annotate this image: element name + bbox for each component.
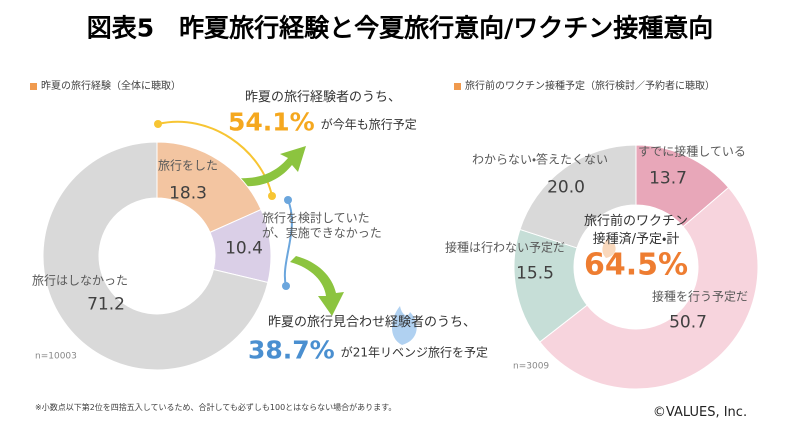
connector-dot bbox=[284, 196, 292, 204]
segment-label: 接種は行わない予定だ bbox=[444, 240, 566, 255]
segment-label: 旅行をした bbox=[157, 158, 219, 173]
arrow-icon bbox=[290, 256, 344, 316]
center-label: 旅行前のワクチン bbox=[583, 213, 689, 229]
segment-label: 接種を行う予定だ bbox=[651, 289, 749, 304]
annotation-text: 昨夏の旅行見合わせ経験者のうち、 bbox=[268, 314, 477, 330]
donut-segment bbox=[519, 144, 637, 249]
value-label: 71.2 bbox=[87, 294, 125, 315]
value-label: 18.3 bbox=[169, 183, 207, 204]
connector-dot bbox=[154, 120, 162, 128]
sample-size: n=10003 bbox=[35, 351, 77, 362]
bullet bbox=[454, 83, 461, 90]
chart-subtitle: 旅行前のワクチン接種予定（旅行検討／予約者に聴取） bbox=[465, 80, 715, 92]
value-label: 50.7 bbox=[669, 312, 707, 333]
annotation-text: が21年リベンジ旅行を予定 bbox=[340, 345, 489, 360]
page-title: 図表5 昨夏旅行経験と今夏旅行意向/ワクチン接種意向 bbox=[86, 13, 714, 43]
segment-label: 旅行はしなかった bbox=[31, 273, 129, 288]
segment-label: わからない・答えたくない bbox=[471, 152, 609, 167]
footnote: ※小数点以下第2位を四捨五入しているため、合計しても必ずしも100とはならない場… bbox=[35, 403, 397, 412]
bullet bbox=[30, 83, 37, 90]
arrow-icon bbox=[236, 146, 306, 187]
segment-label: 旅行を検討していたが、実施できなかった bbox=[262, 211, 382, 240]
chart-subtitle: 昨夏の旅行経験（全体に聴取） bbox=[41, 80, 181, 92]
value-label: 20.0 bbox=[547, 177, 585, 198]
annotation-text: 昨夏の旅行経験者のうち、 bbox=[245, 89, 402, 105]
sample-size: n=3009 bbox=[513, 361, 550, 372]
segment-label: すでに接種している bbox=[638, 144, 746, 159]
value-label: 13.7 bbox=[649, 168, 687, 189]
connector-dot bbox=[268, 192, 276, 200]
value-label: 15.5 bbox=[516, 263, 554, 284]
flame-icon bbox=[392, 306, 417, 345]
value-label: 10.4 bbox=[225, 238, 263, 259]
donut-segment bbox=[539, 186, 759, 390]
annotation-value: 54.1% bbox=[228, 107, 315, 137]
annotation-value: 38.7% bbox=[248, 335, 335, 365]
connector bbox=[283, 199, 293, 287]
flame-icon bbox=[602, 238, 616, 258]
donut-segment bbox=[42, 141, 269, 371]
center-value: 64.5% bbox=[583, 247, 689, 283]
copyright: ©VALUES, Inc. bbox=[652, 404, 748, 420]
center-label: 接種済/予定・計 bbox=[592, 231, 680, 247]
connector-dot bbox=[282, 282, 290, 290]
annotation-text: が今年も旅行予定 bbox=[320, 117, 417, 132]
